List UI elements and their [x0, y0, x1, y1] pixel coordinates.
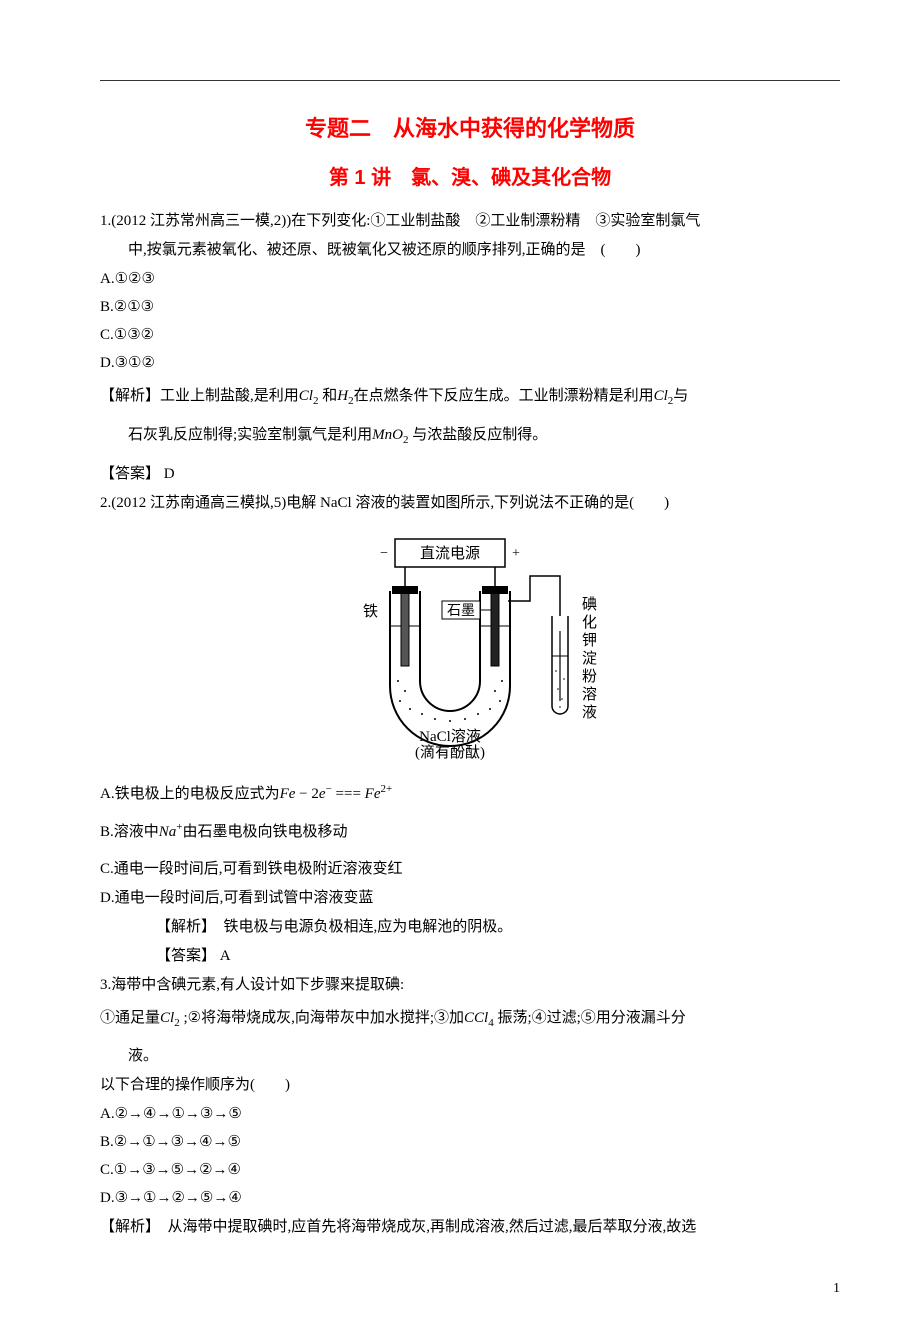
graphite-electrode — [491, 591, 499, 666]
page: 专题二 从海水中获得的化学物质 第 1 讲 氯、溴、碘及其化合物 1.(2012… — [0, 0, 920, 1337]
rcol-c1: 碘 — [582, 596, 597, 613]
q3-steps-line1: ①通足量Cl2 ;②将海带烧成灰,向海带灰中加水搅拌;③加CCl4 振荡;④过滤… — [100, 1005, 840, 1034]
q3-option-c: C.①→③→⑤→②→④ — [100, 1157, 840, 1184]
battery-label: 直流电源 — [420, 545, 480, 562]
mno2-symbol: MnO — [372, 427, 403, 443]
q3-prompt: 以下合理的操作顺序为( ) — [100, 1072, 840, 1099]
cl2-symbol: Cl — [299, 388, 313, 404]
q1-option-a: A.①②③ — [100, 266, 840, 293]
topic-title: 专题二 从海水中获得的化学物质 — [100, 111, 840, 143]
q2-stem: 2.(2012 江苏南通高三模拟,5)电解 NaCl 溶液的装置如图所示,下列说… — [100, 490, 840, 517]
q3-option-b: B.②→①→③→④→⑤ — [100, 1129, 840, 1156]
q2-option-d: D.通电一段时间后,可看到试管中溶液变蓝 — [100, 885, 840, 912]
q2-a-prefix: A.铁电极上的电极反应式为 — [100, 786, 280, 802]
rcol-c5: 粉 — [582, 668, 597, 685]
graphite-label: 石墨 — [447, 604, 475, 619]
q2-option-a: A.铁电极上的电极反应式为Fe − 2e− === Fe2+ — [100, 780, 840, 808]
q1-option-c: C.①③② — [100, 322, 840, 349]
q3-option-d: D.③→①→②→⑤→④ — [100, 1185, 840, 1212]
q1-stem-line1: 1.(2012 江苏常州高三一模,2))在下列变化:①工业制盐酸 ②工业制漂粉精… — [100, 208, 840, 235]
rcol-c4: 淀 — [582, 650, 597, 667]
lecture-title: 第 1 讲 氯、溴、碘及其化合物 — [100, 161, 840, 190]
q1-analysis-mid1: 和 — [318, 388, 337, 404]
q1-option-d: D.③①② — [100, 350, 840, 377]
fe-minus: − — [295, 786, 311, 802]
minus-label: − — [380, 546, 388, 561]
figure-svg: 直流电源 − + — [330, 531, 610, 761]
stopper-right — [482, 586, 508, 594]
q1-analysis-line1: 【解析】工业上制盐酸,是利用Cl2 和H2在点燃条件下反应生成。工业制漂粉精是利… — [100, 383, 840, 412]
rcol-c3: 钾 — [582, 632, 597, 649]
na-sym: Na — [159, 824, 177, 840]
q3-steps-mid2: 振荡;④过滤;⑤用分液漏斗分 — [494, 1010, 686, 1026]
q1-option-b: B.②①③ — [100, 294, 840, 321]
cl2c-sym: Cl — [160, 1010, 174, 1026]
rcol-c2: 化 — [582, 614, 597, 631]
fe-sym: Fe — [280, 786, 296, 802]
iron-electrode — [401, 591, 409, 666]
q1-analysis-l2-prefix: 石灰乳反应制得;实验室制氯气是利用 — [128, 427, 372, 443]
q3-steps-prefix: ①通足量 — [100, 1010, 160, 1026]
q1-answer: 【答案】 D — [100, 461, 840, 488]
h2-symbol: H — [337, 388, 348, 404]
q3-option-a: A.②→④→①→③→⑤ — [100, 1101, 840, 1128]
q2-option-c: C.通电一段时间后,可看到铁电极附近溶液变红 — [100, 856, 840, 883]
q2-answer: 【答案】 A — [100, 943, 840, 970]
fe2-sym: Fe — [365, 786, 381, 802]
q1-analysis-prefix: 【解析】工业上制盐酸,是利用 — [100, 388, 299, 404]
q1-stem-line2: 中,按氯元素被氧化、被还原、既被氧化又被还原的顺序排列,正确的是 ( ) — [100, 237, 840, 264]
q2-b-prefix: B.溶液中 — [100, 824, 159, 840]
cl2b-symbol: Cl — [654, 388, 668, 404]
q3-analysis: 【解析】 从海带中提取碘时,应首先将海带烧成灰,再制成溶液,然后过滤,最后萃取分… — [100, 1214, 840, 1241]
q1-analysis-mid2: 在点燃条件下反应生成。工业制漂粉精是利用 — [354, 388, 654, 404]
q1-analysis-line2: 石灰乳反应制得;实验室制氯气是利用MnO2 与浓盐酸反应制得。 — [100, 422, 840, 451]
q3-steps-line2: 液。 — [100, 1043, 840, 1070]
nacl-label1: NaCl溶液 — [419, 728, 481, 745]
q1-analysis-mid3: 与 — [673, 388, 688, 404]
page-number: 1 — [100, 1281, 840, 1297]
rcol-c6: 溶 — [582, 686, 597, 703]
fe-2e: 2 — [311, 786, 319, 802]
q2-analysis: 【解析】 铁电极与电源负极相连,应为电解池的阴极。 — [100, 914, 840, 941]
q1-analysis-l2-suffix: 与浓盐酸反应制得。 — [409, 427, 548, 443]
q3-stem: 3.海带中含碘元素,有人设计如下步骤来提取碘: — [100, 972, 840, 999]
fe-e: e — [319, 786, 326, 802]
q2-option-b: B.溶液中Na+由石墨电极向铁电极移动 — [100, 818, 840, 846]
fe-eq: === — [332, 786, 365, 802]
nacl-label2: (滴有酚酞) — [415, 743, 485, 761]
top-rule — [100, 80, 840, 81]
iron-label: 铁 — [363, 603, 378, 620]
q2-b-suffix: 由石墨电极向铁电极移动 — [183, 824, 348, 840]
fe2-sup: 2+ — [381, 783, 393, 795]
rcol-c7: 液 — [582, 704, 597, 721]
ccl4-sym: CCl — [464, 1010, 488, 1026]
electrolysis-figure: 直流电源 − + — [100, 531, 840, 766]
stopper-left — [392, 586, 418, 594]
q3-steps-mid1: ;②将海带烧成灰,向海带灰中加水搅拌;③加 — [180, 1010, 464, 1026]
plus-label: + — [512, 546, 520, 561]
